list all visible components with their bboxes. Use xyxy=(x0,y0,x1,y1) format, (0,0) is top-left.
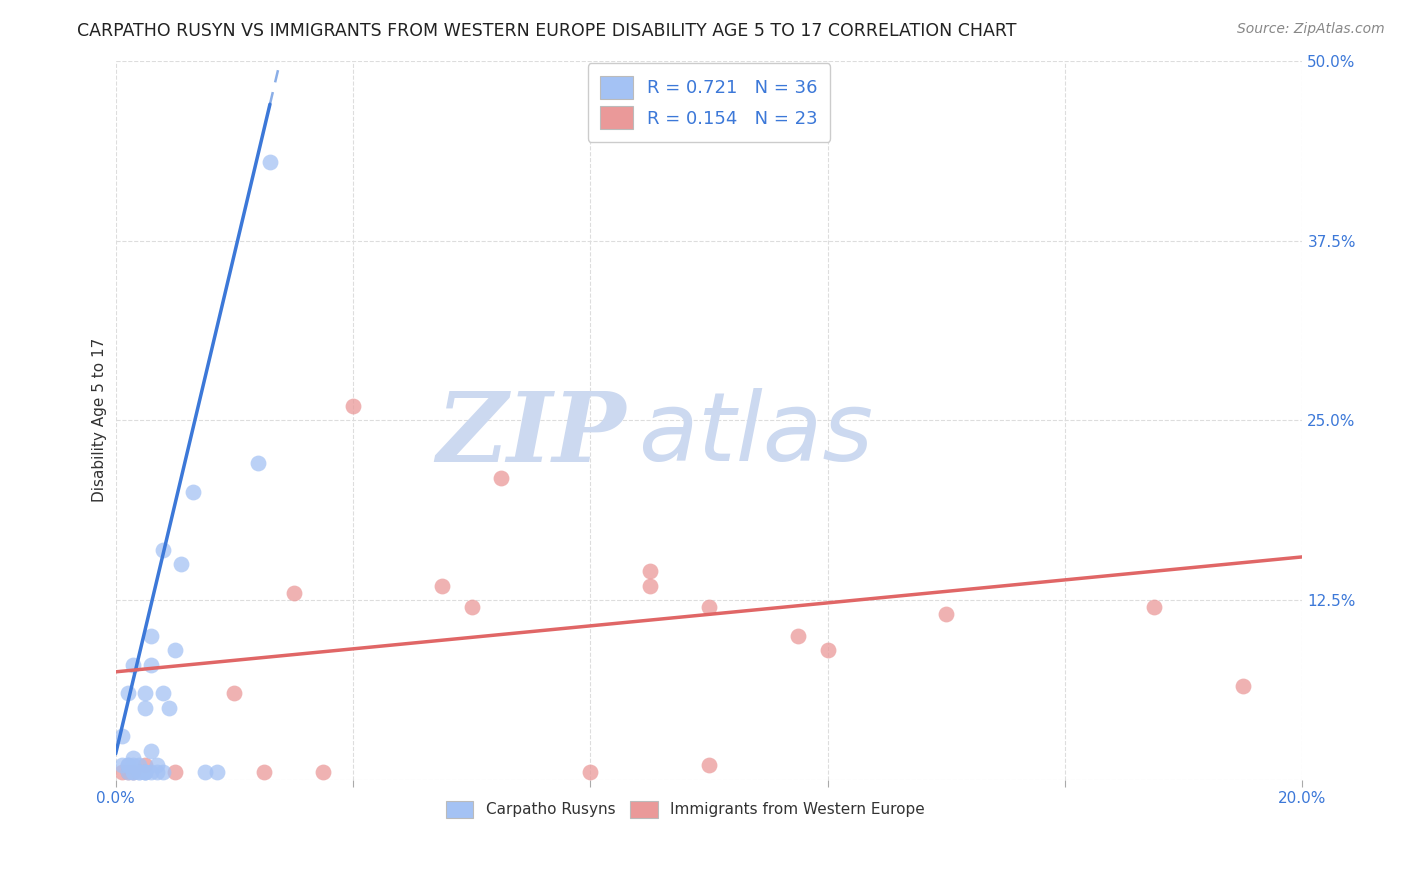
Point xyxy=(157,700,180,714)
Point xyxy=(460,600,482,615)
Point xyxy=(141,765,163,780)
Point xyxy=(134,765,156,780)
Point xyxy=(194,765,217,780)
Point xyxy=(122,751,145,765)
Point xyxy=(697,600,720,615)
Point xyxy=(117,765,139,780)
Point xyxy=(224,686,246,700)
Point xyxy=(283,586,305,600)
Point xyxy=(259,154,281,169)
Point xyxy=(122,765,145,780)
Point xyxy=(491,471,513,485)
Point xyxy=(787,629,810,643)
Text: atlas: atlas xyxy=(638,388,873,482)
Point xyxy=(1232,679,1254,693)
Point xyxy=(117,758,139,772)
Y-axis label: Disability Age 5 to 17: Disability Age 5 to 17 xyxy=(93,338,107,502)
Point xyxy=(253,765,276,780)
Point xyxy=(163,643,186,657)
Point xyxy=(170,557,193,571)
Point xyxy=(128,765,150,780)
Point xyxy=(122,765,145,780)
Point xyxy=(134,700,156,714)
Point xyxy=(312,765,335,780)
Point xyxy=(181,485,204,500)
Text: Source: ZipAtlas.com: Source: ZipAtlas.com xyxy=(1237,22,1385,37)
Point xyxy=(141,629,163,643)
Point xyxy=(935,607,957,622)
Point xyxy=(134,758,156,772)
Point xyxy=(1143,600,1166,615)
Point xyxy=(430,579,453,593)
Point xyxy=(163,765,186,780)
Point xyxy=(152,542,174,557)
Point xyxy=(152,686,174,700)
Point xyxy=(122,765,145,780)
Point xyxy=(638,579,661,593)
Point xyxy=(697,758,720,772)
Point xyxy=(134,686,156,700)
Point xyxy=(146,765,169,780)
Point xyxy=(134,765,156,780)
Point xyxy=(110,765,132,780)
Point xyxy=(128,765,150,780)
Point xyxy=(146,758,169,772)
Point xyxy=(141,744,163,758)
Point xyxy=(117,686,139,700)
Legend: Carpatho Rusyns, Immigrants from Western Europe: Carpatho Rusyns, Immigrants from Western… xyxy=(439,793,932,826)
Point xyxy=(122,657,145,672)
Point xyxy=(128,758,150,772)
Point xyxy=(579,765,602,780)
Point xyxy=(134,765,156,780)
Point xyxy=(117,758,139,772)
Point xyxy=(205,765,228,780)
Point xyxy=(110,758,132,772)
Point xyxy=(110,730,132,744)
Text: ZIP: ZIP xyxy=(436,388,626,482)
Point xyxy=(342,399,364,413)
Text: CARPATHO RUSYN VS IMMIGRANTS FROM WESTERN EUROPE DISABILITY AGE 5 TO 17 CORRELAT: CARPATHO RUSYN VS IMMIGRANTS FROM WESTER… xyxy=(77,22,1017,40)
Point xyxy=(141,657,163,672)
Point xyxy=(638,564,661,578)
Point xyxy=(152,765,174,780)
Point xyxy=(117,765,139,780)
Point xyxy=(247,457,270,471)
Point xyxy=(122,758,145,772)
Point xyxy=(817,643,839,657)
